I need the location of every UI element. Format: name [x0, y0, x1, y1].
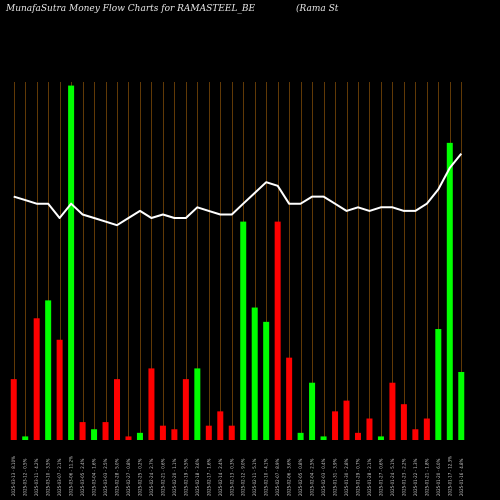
bar — [332, 411, 339, 440]
x-tick-label: 2025-01-24 - 5.1% — [390, 458, 395, 496]
chart-title: MunafaSutra Money Flow Charts for RAMAST… — [6, 4, 256, 14]
x-tick-label: 2025-02-18 - 3.6% — [195, 458, 200, 496]
bar — [458, 371, 465, 440]
bar — [389, 382, 396, 440]
x-tick-label: 2025-02-12 - 9.0% — [241, 458, 246, 496]
x-tick-label: 2025-03-06 - 11.2% — [69, 456, 74, 496]
x-tick-label: 2025-02-19 - 5.5% — [183, 458, 188, 496]
x-tick-label: 2025-01-28 - 2.1% — [367, 458, 372, 496]
bar — [263, 321, 270, 440]
bar — [33, 318, 40, 440]
chart-title-right: (Rama St — [296, 4, 339, 14]
bar — [240, 221, 247, 440]
x-tick-label: 2025-02-25 - 0.2% — [137, 458, 142, 496]
x-tick-label: 2025-03-10 - 3.5% — [46, 458, 51, 496]
bar — [423, 418, 430, 440]
bar — [435, 329, 442, 440]
bar — [56, 339, 63, 440]
x-tick-label: 2025-02-03 - 0.4% — [321, 458, 326, 496]
bar — [217, 411, 224, 440]
x-tick-label: 2025-02-04 - 2.5% — [310, 458, 315, 496]
bar — [125, 436, 132, 440]
x-tick-label: 2025-02-11 - 5.1% — [252, 458, 257, 496]
x-tick-label: 2025-01-31 - 3.9% — [333, 458, 338, 496]
x-tick-label: 2025-02-20 - 1.1% — [172, 458, 177, 496]
bar — [68, 85, 75, 440]
bar — [91, 429, 98, 440]
money-flow-line — [13, 152, 463, 227]
bar — [45, 300, 52, 440]
bar — [114, 379, 121, 440]
bar — [297, 432, 304, 440]
x-tick-label: 2025-03-05 - 2.4% — [80, 458, 85, 496]
bar — [343, 400, 350, 440]
x-tick-label: 2025-01-21 - 1.8% — [424, 458, 429, 496]
bar — [171, 429, 178, 440]
x-tick-label: 2025-02-06 - 3.6% — [287, 458, 292, 496]
bar — [446, 142, 453, 441]
x-tick-label: 2025-02-05 - 0.8% — [298, 458, 303, 496]
bar — [194, 368, 201, 440]
bar — [10, 379, 17, 440]
x-tick-label: 2025-03-12 - 0.5% — [23, 458, 28, 496]
bar — [22, 436, 29, 440]
bar — [412, 429, 419, 440]
x-tick-label: 2025-02-07 - 8.9% — [275, 458, 280, 496]
bar — [286, 357, 293, 440]
x-tick-label: 2025-03-13 - 8.10% — [11, 456, 16, 496]
x-tick-label: 2025-01-29 - 0.7% — [355, 458, 360, 496]
x-tick-label: 2025-03-07 - 2.1% — [57, 458, 62, 496]
x-tick-label: 2025-01-27 - 0.6% — [378, 458, 383, 496]
line-series — [13, 152, 463, 227]
bar — [320, 436, 327, 440]
bar — [182, 379, 189, 440]
bar — [354, 432, 361, 440]
bar — [205, 425, 212, 440]
bar — [251, 307, 258, 440]
bar — [159, 425, 166, 440]
x-axis-labels: 2025-03-13 - 8.10% 2025-03-12 - 0.5% 2025-… — [11, 456, 464, 496]
x-tick-label: 2025-02-13 - 0.3% — [229, 458, 234, 496]
bar — [136, 432, 143, 440]
x-tick-label: 2025-01-20 - 6.0% — [436, 458, 441, 496]
x-tick-label: 2025-02-27 - 0.8% — [126, 458, 131, 496]
bar — [309, 382, 316, 440]
bar — [228, 425, 235, 440]
bar — [377, 436, 384, 440]
x-tick-label: 2025-02-24 - 2.7% — [149, 458, 154, 496]
x-tick-label: 2025-02-10 - 4.1% — [264, 458, 269, 496]
x-tick-label: 2025-03-04 - 1.6% — [92, 458, 97, 496]
x-tick-label: 2025-03-03 - 2.5% — [103, 458, 108, 496]
bar — [102, 422, 109, 440]
x-tick-label: 2025-01-17 - 12.3% — [447, 456, 452, 496]
bar — [366, 418, 373, 440]
x-tick-label: 2025-01-30 - 2.8% — [344, 458, 349, 496]
x-tick-label: 2025-02-17 - 1.6% — [206, 458, 211, 496]
x-tick-label: 2025-02-21 - 0.6% — [160, 458, 165, 496]
bar-series — [10, 85, 465, 441]
x-tick-label: 2025-01-22 - 1.3% — [413, 458, 418, 496]
bar — [148, 368, 155, 440]
x-tick-label: 2025-02-14 - 2.4% — [218, 458, 223, 496]
x-tick-label: 2025-01-23 - 2.2% — [401, 458, 406, 496]
bar — [400, 404, 407, 440]
x-tick-label: 2025-01-16 - 4.8% — [459, 458, 464, 496]
bar — [79, 422, 86, 440]
x-tick-label: 2025-03-11 - 4.2% — [34, 458, 39, 496]
x-tick-label: 2025-02-28 - 5.0% — [115, 458, 120, 496]
bar — [274, 221, 281, 440]
